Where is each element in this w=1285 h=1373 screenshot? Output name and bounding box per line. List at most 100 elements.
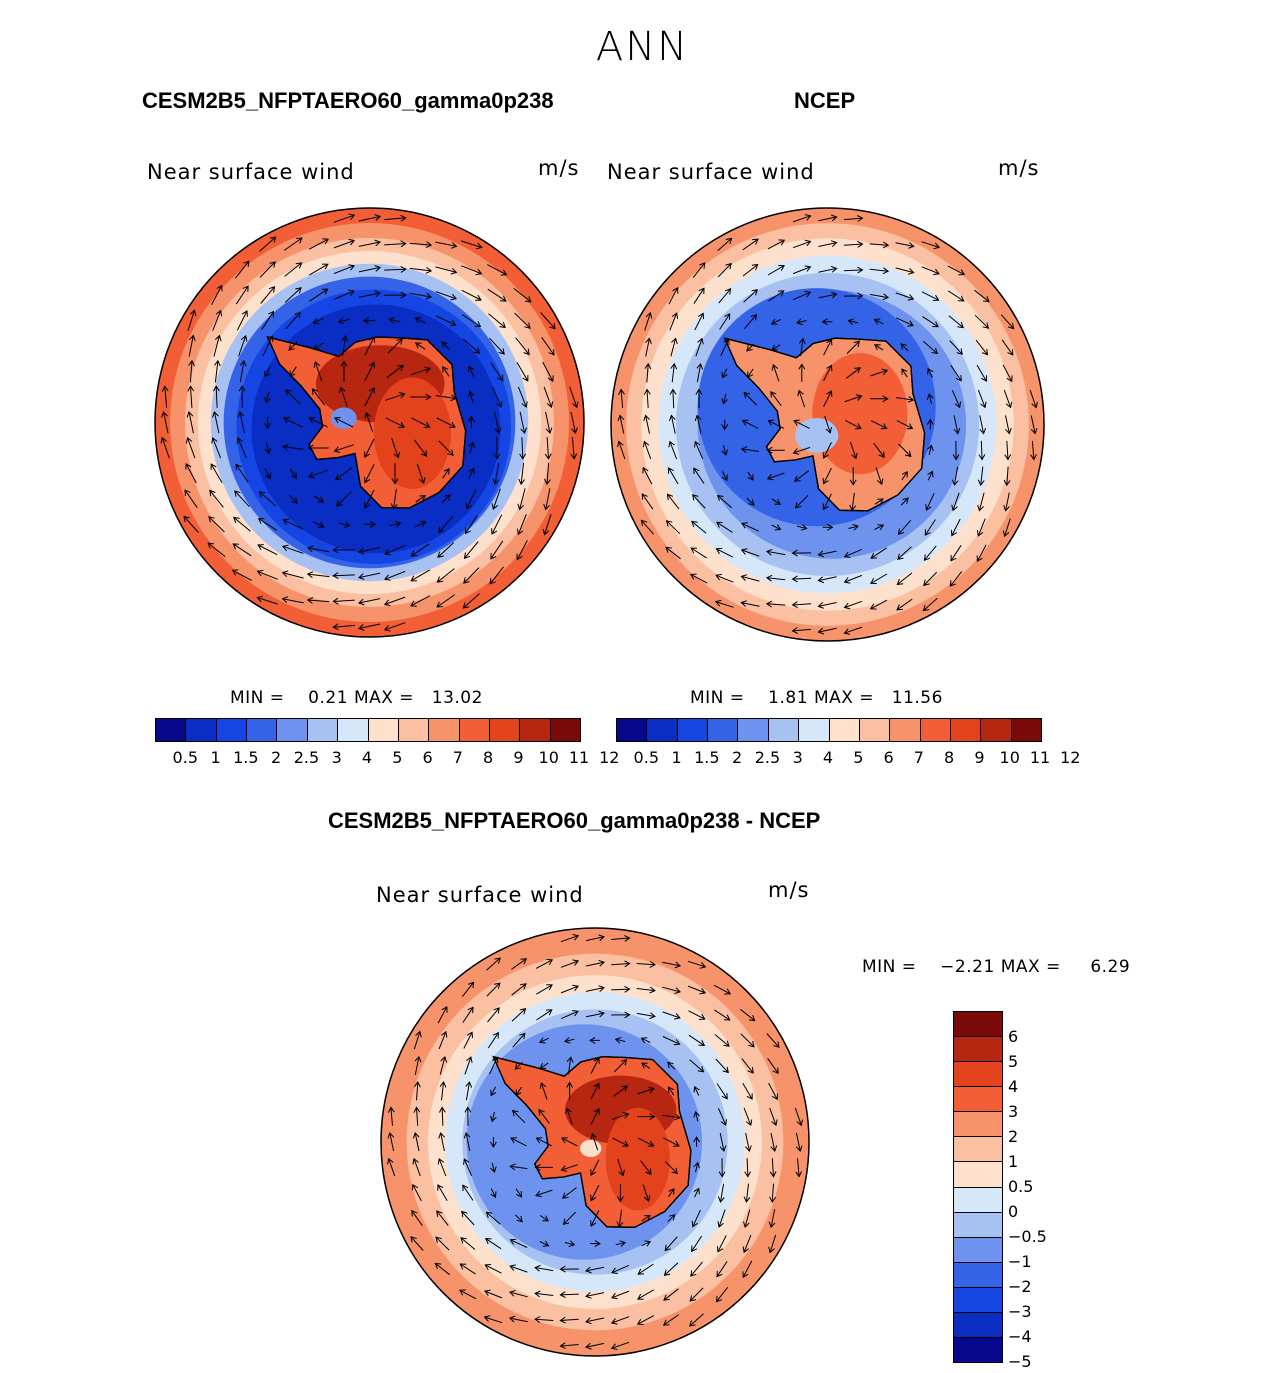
diff-wind-vector — [662, 1036, 681, 1046]
obs-wind-vector — [746, 497, 755, 506]
obs-wind-vector — [771, 363, 780, 382]
model-wind-vector — [313, 360, 323, 382]
diff-wind-vector — [462, 1184, 474, 1201]
diff-wind-vector — [562, 1211, 577, 1225]
diff-wind-vector — [438, 1106, 446, 1126]
diff-wind-vector — [413, 1030, 422, 1050]
obs-wind-vector — [714, 599, 734, 608]
diff-wind-vector — [539, 1240, 550, 1247]
obs-wind-vector — [643, 388, 651, 409]
obs-wind-vector — [822, 523, 834, 531]
model-wind-vector — [435, 315, 457, 327]
model-wind-vector — [237, 410, 245, 434]
model-wind-vector — [340, 360, 348, 382]
model-polar-map — [154, 207, 585, 638]
diff-wind-vector — [459, 1263, 476, 1275]
model-wind-vector — [264, 468, 272, 480]
obs-wind-vector — [849, 467, 857, 486]
diff-wind-vector — [636, 1315, 655, 1325]
obs-wind-vector — [747, 471, 754, 481]
obs-wind-vector — [843, 240, 864, 248]
diff-wind-vector — [717, 1235, 727, 1253]
obs-wind-vector — [949, 340, 963, 355]
diff-wind-vector — [483, 1315, 503, 1324]
obs-wind-vector — [771, 498, 782, 505]
model-wind-vector — [358, 265, 382, 273]
model-colorbar-tick: 1.5 — [233, 748, 259, 767]
model-wind-vector — [543, 488, 551, 511]
model-wind-vector — [309, 288, 329, 302]
model-wind-vector — [383, 570, 406, 581]
diff-wind-vector — [539, 1215, 550, 1222]
model-wind-vector — [519, 437, 527, 460]
diff-wind-vector — [484, 1238, 502, 1250]
obs-wind-vector — [645, 337, 652, 357]
obs-wind-vector — [952, 440, 960, 461]
obs-colorbar-tick: 1.5 — [694, 748, 720, 767]
obs-wind-vector — [901, 368, 908, 378]
obs-colorbar-tick: 1 — [671, 748, 682, 767]
obs-wind-vector — [717, 262, 732, 278]
model-wind-vector — [236, 310, 248, 331]
model-min-label: MIN = — [230, 688, 285, 708]
diff-colorbar-box — [954, 1212, 1002, 1238]
obs-field — [611, 208, 1044, 641]
diff-colorbar-box — [954, 1287, 1002, 1313]
diff-colorbar-tick: 1 — [1008, 1152, 1019, 1171]
model-wind-vector — [489, 337, 505, 355]
model-wind-vector — [410, 595, 431, 607]
obs-colorbar-box — [981, 719, 1012, 741]
diff-wind-vector — [667, 1086, 675, 1096]
diff-wind-vector — [585, 985, 605, 992]
obs-wind-vector — [692, 262, 706, 278]
model-wind-vector — [308, 263, 329, 276]
diff-wind-vector — [438, 1030, 448, 1050]
model-wind-vector — [233, 516, 251, 532]
model-wind-vector — [436, 594, 456, 608]
obs-colorbar-tick: 5 — [853, 748, 864, 767]
diff-colorbar-box — [954, 1237, 1002, 1263]
obs-panel-title: NCEP — [794, 88, 856, 113]
diff-wind-vector — [464, 1106, 472, 1126]
diff-colorbar-box — [954, 1087, 1002, 1113]
diff-wind-vector — [585, 1292, 605, 1299]
obs-wind-vector — [799, 337, 806, 357]
obs-wind-vector — [721, 393, 728, 405]
diff-wind-vector — [741, 1058, 754, 1074]
diff-wind-vector — [438, 1132, 445, 1152]
diff-wind-vector — [662, 961, 682, 969]
model-wind-vector — [358, 290, 382, 298]
diff-wind-vector — [508, 1315, 528, 1323]
obs-wind-vector — [617, 440, 626, 460]
obs-wind-vector — [922, 597, 938, 612]
model-wind-vector — [289, 468, 297, 480]
diff-wind-vector — [742, 1234, 752, 1254]
diff-wind-vector — [414, 1055, 422, 1075]
diff-wind-vector — [636, 960, 656, 968]
obs-wind-vector — [746, 343, 755, 352]
model-colorbar-tick: 4 — [361, 748, 373, 767]
diff-wind-vector — [664, 1236, 678, 1252]
model-wind-vector — [333, 238, 356, 249]
obs-wind-vector — [976, 518, 986, 537]
diff-wind-vector — [715, 1058, 729, 1074]
obs-wind-vector — [721, 419, 729, 431]
model-wind-vector — [213, 334, 222, 357]
model-wind-vector — [313, 521, 325, 528]
diff-wind-vector — [794, 1107, 803, 1127]
diff-wind-vector — [559, 1316, 579, 1324]
obs-wind-vector — [843, 574, 863, 584]
diff-wind-vector — [483, 1289, 503, 1299]
diff-colorbar-tick: 0.5 — [1008, 1177, 1034, 1196]
diff-wind-vector — [662, 986, 682, 994]
model-wind-vector — [306, 596, 330, 604]
model-wind-vector — [411, 417, 431, 428]
diff-wind-vector — [437, 1158, 447, 1177]
obs-wind-vector — [741, 522, 760, 532]
diff-wind-vector — [566, 1081, 574, 1100]
diff-wind-vector — [795, 1158, 803, 1178]
obs-wind-vector — [843, 215, 864, 222]
model-wind-vector — [212, 385, 220, 408]
diff-wind-vector — [538, 1108, 550, 1124]
